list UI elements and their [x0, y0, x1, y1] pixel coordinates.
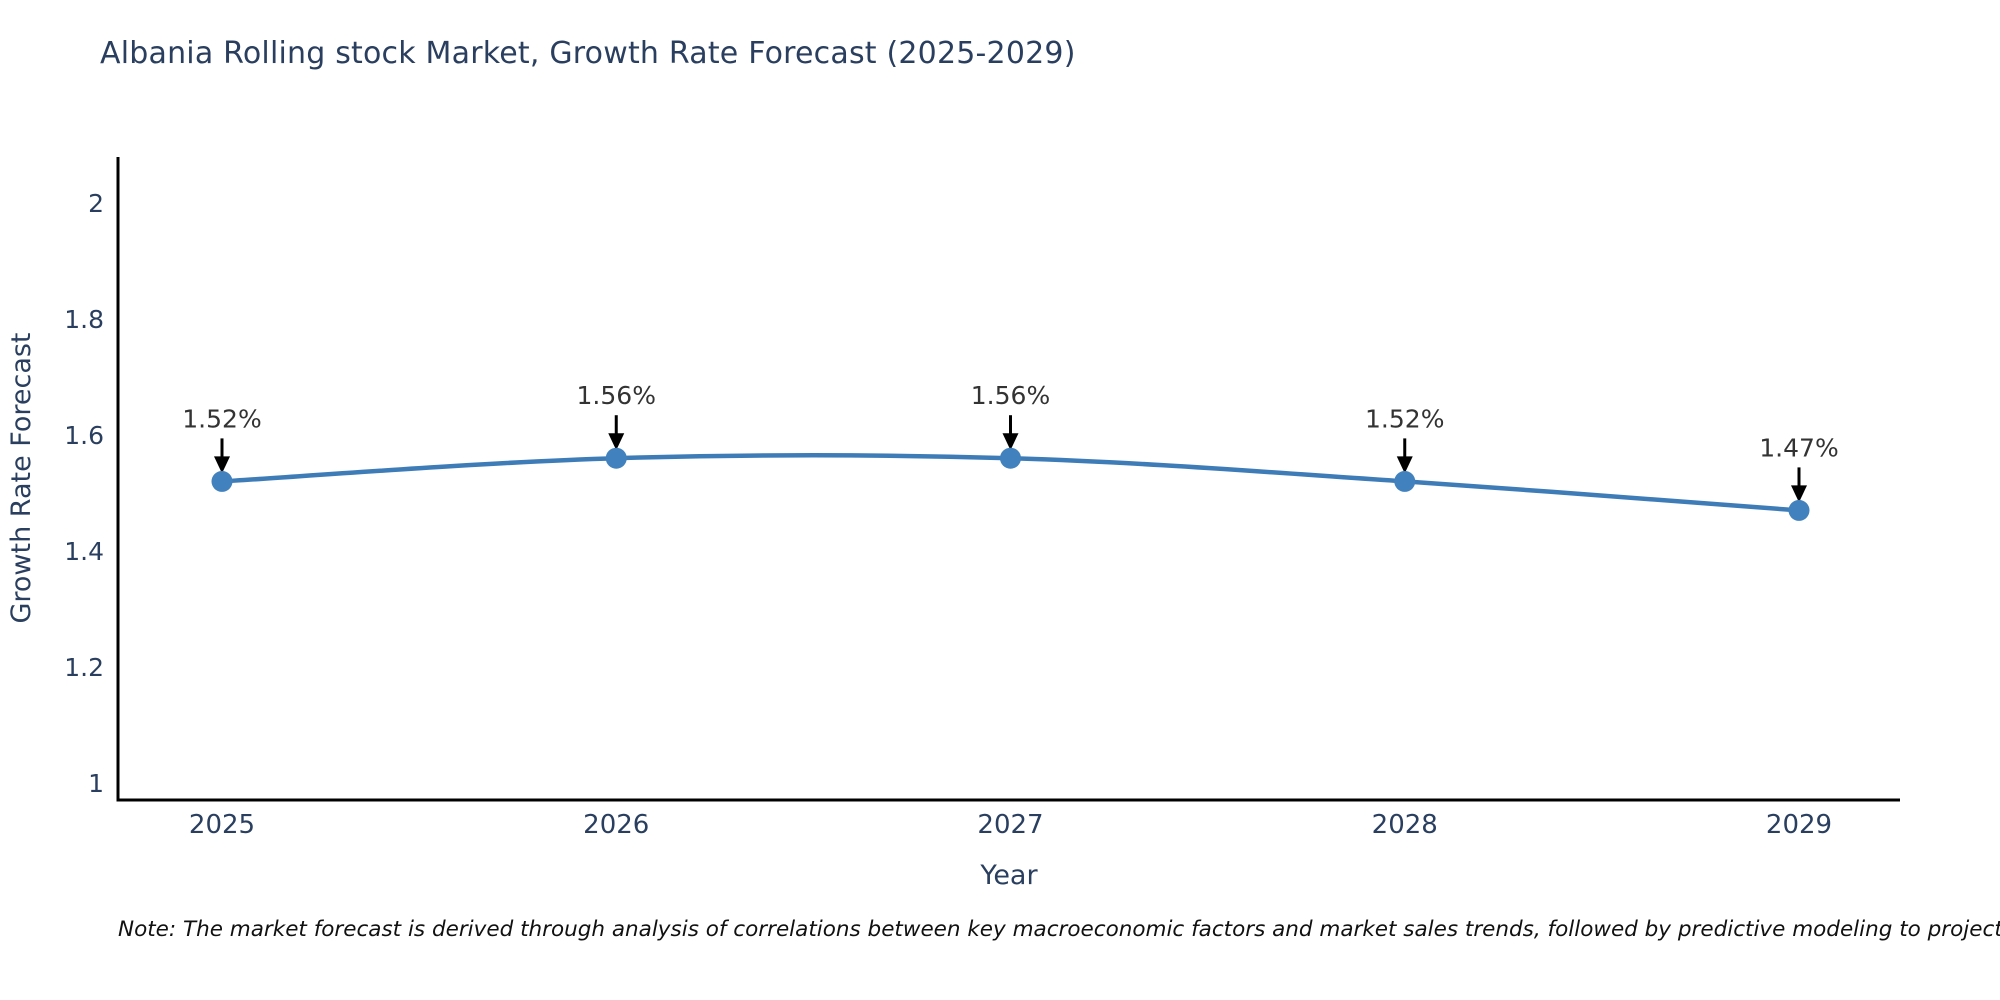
x-tick-label: 2029: [1766, 810, 1832, 840]
x-tick-label: 2027: [977, 810, 1043, 840]
y-tick-label: 1.8: [64, 305, 104, 334]
data-point-2029[interactable]: [1788, 499, 1810, 521]
point-label: 1.52%: [1365, 404, 1444, 433]
x-tick-label: 2028: [1372, 810, 1438, 840]
x-tick-label: 2026: [583, 810, 649, 840]
chart-title: Albania Rolling stock Market, Growth Rat…: [100, 36, 1076, 71]
y-tick-label: 1.4: [64, 537, 104, 566]
footnote: Note: The market forecast is derived thr…: [118, 917, 2000, 942]
point-label: 1.56%: [577, 381, 656, 410]
point-label: 1.52%: [182, 404, 261, 433]
data-point-2027[interactable]: [1000, 447, 1021, 469]
y-axis-title: Growth Rate Forecast: [6, 332, 37, 623]
y-tick-label: 2: [88, 189, 104, 218]
annotation-arrowhead: [1002, 433, 1019, 451]
x-axis-title: Year: [979, 860, 1038, 891]
data-point-2028[interactable]: [1394, 470, 1416, 492]
y-tick-label: 1: [88, 769, 104, 798]
x-tick-label: 2025: [189, 810, 255, 840]
annotation-arrowhead: [608, 433, 625, 451]
data-point-2026[interactable]: [605, 447, 627, 469]
annotation-arrowhead: [1791, 485, 1807, 503]
annotation-arrowhead: [214, 456, 230, 474]
point-label: 1.56%: [971, 381, 1050, 410]
y-tick-label: 1.2: [64, 653, 104, 682]
annotation-arrowhead: [1396, 456, 1413, 474]
point-label: 1.47%: [1759, 433, 1838, 462]
y-tick-label: 1.6: [64, 421, 104, 450]
data-point-2025[interactable]: [211, 470, 233, 492]
